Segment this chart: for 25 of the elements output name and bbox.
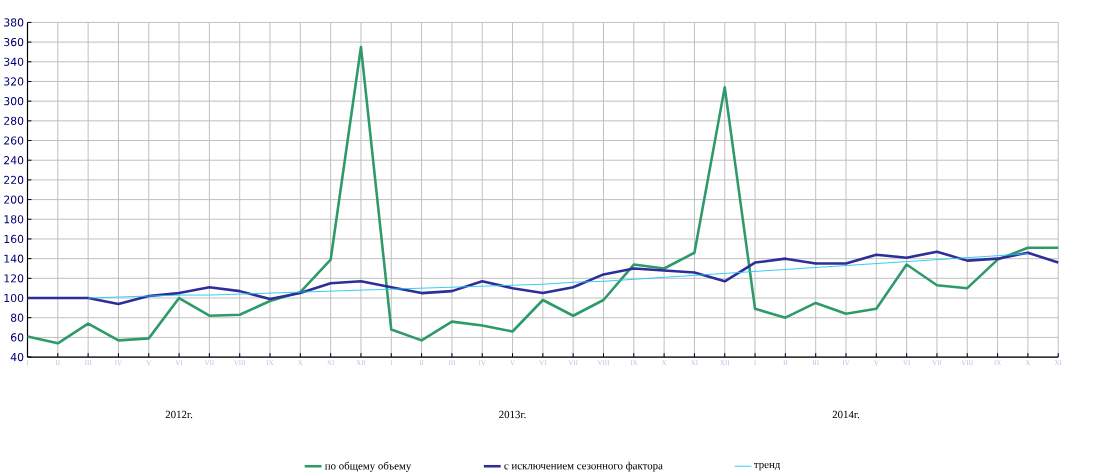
legend-label: тренд — [754, 463, 781, 471]
text: 2014г. — [832, 410, 860, 419]
y-tick-label: 380 — [4, 18, 24, 27]
y-tick-label: 160 — [4, 234, 24, 244]
y-tick-label: 80 — [10, 313, 24, 322]
text: 2012г. — [165, 410, 193, 419]
y-tick-label: 240 — [4, 156, 24, 165]
text: 2013г. — [499, 410, 526, 419]
y-tick-label: 340 — [4, 57, 24, 66]
y-tick-label: 140 — [4, 254, 24, 263]
y-tick-label: 280 — [4, 116, 24, 126]
line-series — [26, 45, 1060, 345]
y-tick-label: 200 — [4, 195, 24, 204]
y-tick-label: 40 — [10, 353, 24, 362]
y-tick-label: 360 — [4, 38, 24, 47]
y-tick-label: 320 — [4, 77, 24, 86]
legend-label: по общему объему — [325, 461, 412, 472]
y-tick-label: 300 — [4, 97, 24, 106]
y-tick-label: 60 — [10, 333, 24, 342]
legend-label: с исключением сезонного фактора — [504, 461, 663, 472]
y-tick-label: 260 — [4, 136, 24, 145]
y-tick-label: 180 — [4, 215, 24, 224]
y-tick-label: 120 — [4, 274, 24, 283]
y-tick-label: 100 — [4, 294, 24, 303]
y-tick-label: 220 — [4, 175, 24, 185]
